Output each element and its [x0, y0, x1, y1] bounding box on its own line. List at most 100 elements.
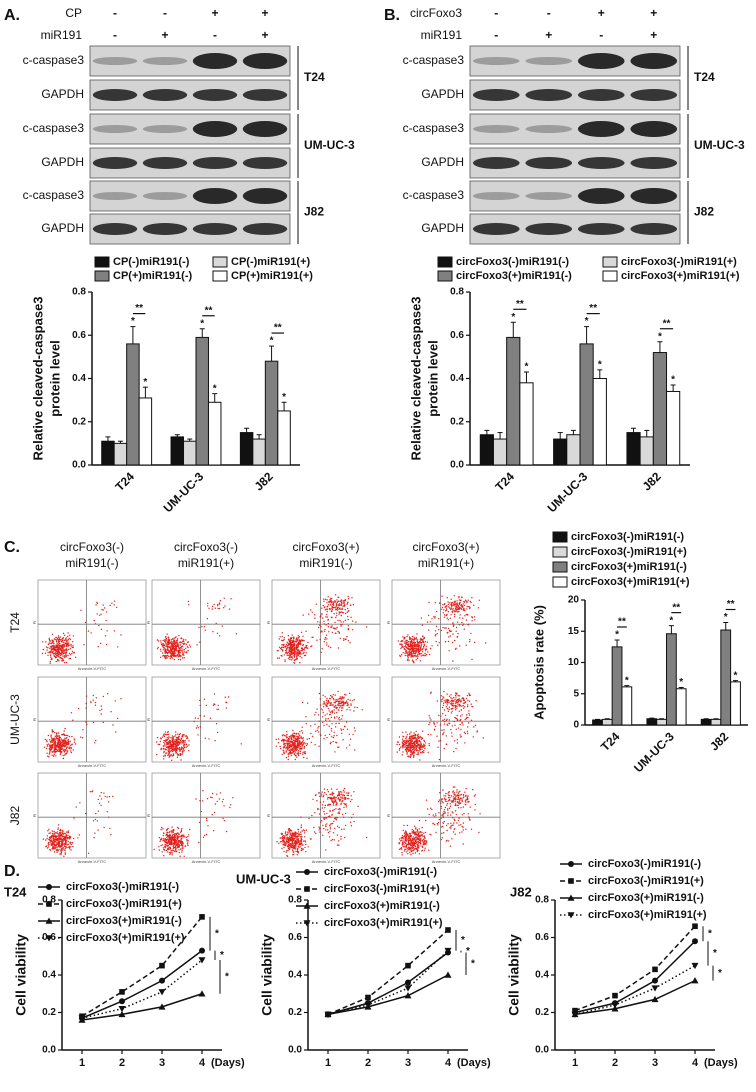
significance-mark: * [658, 331, 662, 342]
flow-event [45, 646, 48, 648]
flow-event [277, 738, 280, 740]
blot-band [242, 89, 288, 101]
flow-event [402, 640, 404, 642]
flow-event [82, 729, 84, 731]
flow-event [464, 706, 466, 708]
flow-event [342, 611, 344, 614]
flow-event [447, 710, 450, 713]
flow-event [450, 630, 452, 632]
flow-event [332, 697, 335, 700]
flow-event [409, 746, 411, 748]
flow-event [230, 598, 232, 600]
flow-event [176, 832, 178, 834]
flow-event [339, 697, 341, 699]
flow-event [302, 753, 304, 755]
flow-event [303, 640, 305, 642]
flow-event [51, 641, 53, 643]
flow-event [65, 661, 68, 664]
flow-event [427, 751, 429, 753]
flow-event [446, 699, 448, 701]
flow-event [54, 732, 56, 734]
flow-event [163, 840, 165, 842]
flow-event [49, 739, 51, 741]
flow-event [346, 728, 349, 730]
flow-event [68, 846, 71, 849]
flow-event [180, 746, 183, 748]
flow-event [298, 835, 300, 837]
condition-sign: + [545, 28, 552, 42]
significance-label: ** [135, 303, 143, 314]
flow-event [305, 630, 307, 632]
y-axis-label: Relative cleaved-caspase3 [30, 296, 45, 460]
flow-y-label: PI [266, 718, 271, 722]
flow-event [342, 728, 344, 731]
significance-label: ** [672, 602, 680, 613]
flow-event [56, 745, 59, 748]
flow-event [168, 752, 170, 754]
flow-event [171, 642, 173, 645]
flow-event [72, 837, 75, 840]
flow-event [170, 745, 172, 747]
flow-event [327, 707, 330, 710]
flow-event [327, 645, 330, 647]
flow-event [65, 847, 67, 849]
flow-event [472, 736, 474, 738]
flow-event [47, 654, 49, 657]
flow-event [55, 636, 57, 639]
flow-event [299, 843, 302, 845]
flow-event [56, 850, 58, 852]
bar [519, 382, 534, 466]
flow-event [167, 642, 169, 644]
flow-event [464, 701, 466, 704]
flow-event [445, 714, 447, 717]
flow-event [58, 641, 60, 643]
flow-event [282, 649, 284, 651]
significance-mark: * [734, 670, 738, 681]
flow-event [300, 748, 303, 750]
flow-event [94, 704, 97, 706]
flow-event [451, 641, 454, 644]
bar [195, 336, 209, 466]
flow-event [208, 738, 210, 740]
flow-event [94, 701, 97, 704]
flow-event [422, 651, 424, 653]
flow-event [165, 849, 168, 852]
flow-event [300, 826, 302, 828]
flow-event [61, 654, 63, 656]
flow-event [399, 643, 401, 646]
flow-event [58, 646, 60, 649]
flow-event [324, 714, 326, 716]
flow-event [68, 746, 71, 748]
flow-event [199, 641, 201, 643]
blot-row-label: c-caspase3 [403, 53, 465, 67]
flow-event [346, 602, 349, 604]
flow-event [92, 721, 95, 724]
flow-event [461, 714, 463, 716]
flow-event [180, 759, 182, 761]
flow-event [350, 616, 352, 618]
flow-event [336, 711, 338, 714]
flow-event [51, 744, 54, 746]
flow-event [314, 723, 316, 725]
flow-event [166, 829, 168, 832]
legend-label: circFoxo3(-)miR191(+) [621, 256, 737, 268]
flow-event [182, 741, 184, 744]
flow-event [287, 744, 289, 746]
flow-event [414, 734, 416, 736]
flow-event [442, 696, 444, 698]
flow-event [168, 651, 171, 653]
flow-event [287, 758, 289, 761]
flow-event [287, 645, 289, 647]
flow-event [45, 845, 47, 848]
flow-event [168, 838, 171, 840]
flow-event [49, 650, 52, 652]
flow-event [340, 604, 342, 607]
flow-event [304, 752, 307, 755]
flow-event [167, 655, 170, 657]
bar [170, 436, 185, 466]
flow-event [295, 639, 297, 641]
flow-event [476, 731, 478, 733]
flow-event [346, 611, 348, 614]
flow-event [291, 645, 293, 647]
